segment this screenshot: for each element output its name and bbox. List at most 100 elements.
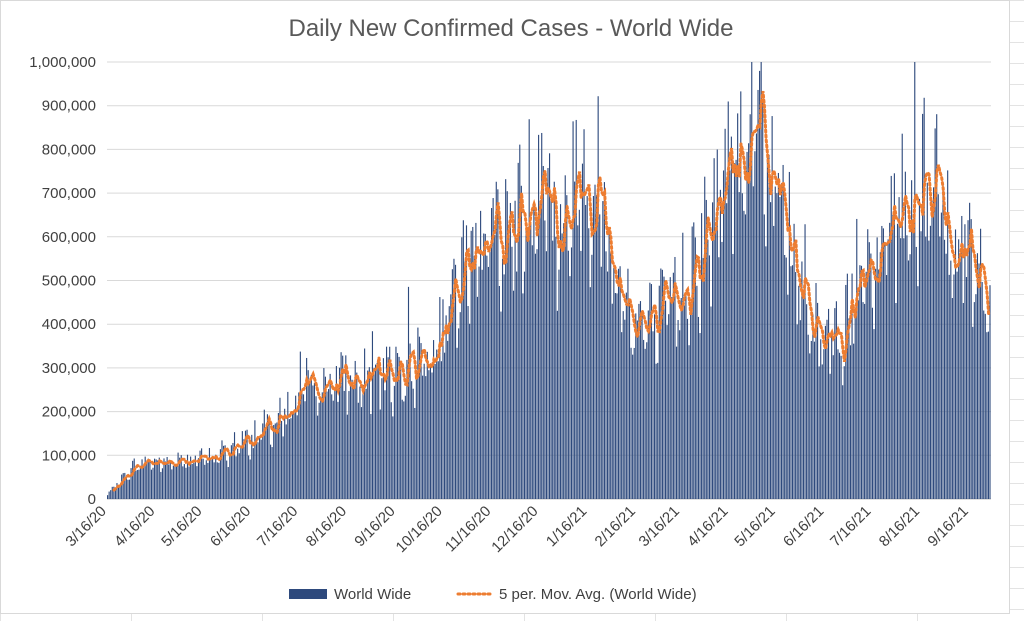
bar [359, 386, 361, 499]
bar [309, 382, 311, 499]
bar [972, 326, 974, 499]
bar [442, 299, 444, 499]
bar [929, 225, 931, 499]
bar [718, 257, 720, 499]
bar [896, 223, 899, 499]
bar [202, 458, 204, 499]
bar [193, 463, 195, 499]
bar [635, 313, 637, 499]
bar [948, 274, 950, 499]
bar [415, 373, 417, 499]
bar [912, 230, 914, 499]
bar [512, 290, 515, 499]
bar [125, 477, 127, 499]
bar [617, 268, 620, 499]
bar [600, 266, 602, 499]
bar [813, 341, 816, 499]
bar [313, 382, 316, 499]
bar [793, 223, 795, 499]
chart-frame[interactable] [0, 0, 1010, 614]
bar [980, 228, 982, 499]
bar [401, 399, 403, 499]
bar [904, 171, 906, 500]
bar [367, 370, 369, 499]
bar [385, 346, 388, 499]
y-tick-label: 300,000 [42, 360, 96, 377]
bar [594, 184, 596, 499]
bar [926, 182, 928, 499]
x-tick-label: 5/16/21 [731, 503, 778, 550]
bar [542, 166, 544, 499]
bar [315, 396, 317, 499]
bar [815, 283, 817, 499]
bar [318, 402, 320, 499]
bar [832, 355, 834, 499]
bar [663, 276, 665, 499]
bar [328, 389, 330, 499]
bar [227, 467, 229, 499]
bar [338, 367, 341, 499]
bar [429, 364, 432, 499]
bar [238, 453, 240, 499]
bar [978, 263, 980, 499]
bar [365, 388, 367, 499]
bar [255, 439, 258, 499]
bar [528, 119, 530, 499]
bar [619, 266, 621, 499]
bar [970, 219, 972, 499]
bar [335, 366, 337, 499]
bar [168, 464, 170, 499]
x-tick-label: 7/16/20 [254, 503, 301, 550]
bar [575, 119, 577, 499]
bar [188, 466, 190, 499]
bar [406, 359, 408, 499]
bar [829, 373, 831, 499]
bar [848, 318, 850, 499]
bar [208, 448, 211, 499]
bar [503, 274, 505, 499]
bar [810, 340, 812, 499]
bar [890, 175, 892, 499]
bar [400, 367, 402, 499]
x-tick-label: 8/16/21 [876, 503, 923, 550]
bar [345, 355, 347, 499]
bar [611, 303, 613, 499]
bar [240, 445, 242, 499]
bar [812, 314, 814, 499]
bar [334, 389, 336, 499]
bar [953, 274, 955, 499]
bar [729, 170, 731, 499]
bar [155, 459, 157, 499]
x-tick-label: 7/16/21 [827, 503, 874, 550]
bar [274, 423, 276, 499]
bar [586, 196, 588, 499]
y-tick-label: 200,000 [42, 404, 96, 421]
bar [133, 458, 135, 499]
bar [867, 229, 869, 499]
bar [691, 226, 693, 499]
bar [222, 445, 225, 499]
bar [838, 352, 841, 499]
bar [903, 238, 905, 499]
bar [680, 298, 682, 499]
bar [237, 448, 239, 499]
bar [856, 218, 858, 499]
bar [727, 101, 729, 499]
bar [473, 255, 475, 499]
bar [942, 185, 944, 499]
bar [218, 462, 220, 499]
bar [182, 466, 184, 499]
bar [450, 294, 452, 499]
bar [690, 311, 692, 499]
bar [641, 315, 643, 499]
bar [958, 239, 960, 500]
bar [798, 285, 800, 499]
bar [491, 208, 493, 500]
bar [563, 223, 565, 499]
bar [892, 215, 894, 499]
bar [870, 253, 872, 499]
bar [139, 466, 142, 499]
bar [559, 204, 562, 499]
bar [280, 420, 283, 499]
